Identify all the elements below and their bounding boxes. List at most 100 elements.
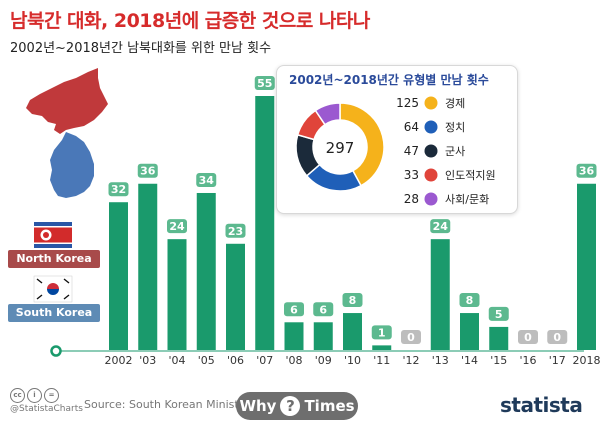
value-label-bg-7 [313, 302, 334, 317]
legend-value-1: 64 [404, 120, 419, 134]
bar-5 [255, 96, 275, 350]
legend-label-2: 군사 [445, 145, 465, 158]
value-label-bg-13 [488, 306, 509, 321]
value-label-bg-8 [342, 293, 363, 308]
value-label-15: 0 [553, 331, 561, 344]
tick-label-12: '14 [461, 354, 478, 367]
legend-swatch-4 [424, 192, 438, 206]
legend-label-0: 경제 [445, 97, 465, 110]
legend-swatch-1 [424, 120, 438, 134]
page-subtitle: 2002년~2018년간 남북대화를 위한 만남 횟수 [10, 41, 272, 56]
breakdown-panel: 2002년~2018년간 유형별 만남 횟수 297 125 경제 64 정치 47 군사 3… [276, 65, 518, 214]
bar-16 [577, 183, 596, 350]
value-label-14: 0 [524, 331, 532, 344]
legend-value-0: 125 [396, 96, 419, 110]
value-label-bg-1 [137, 163, 158, 178]
value-label-bg-2 [167, 219, 187, 234]
value-label-bg-10 [401, 330, 421, 344]
value-label-bg-6 [284, 302, 304, 317]
legend-swatch-2 [424, 144, 438, 158]
tick-label-2: '04 [168, 354, 185, 367]
legend-label-4: 사회/문화 [445, 193, 489, 206]
bar-12 [460, 313, 479, 350]
bar-13 [489, 326, 509, 350]
north-korea-label: North Korea [8, 250, 100, 268]
donut-slice-0 [339, 102, 385, 187]
south-korea-label: South Korea [8, 304, 100, 322]
whytimes-watermark: Why? Times [236, 392, 358, 420]
statista-handle: @StatistaCharts [10, 404, 83, 414]
bar-4 [226, 243, 245, 350]
korea-map-icon [26, 68, 108, 198]
legend-value-3: 33 [404, 168, 419, 182]
watermark-right-text: Times [304, 397, 355, 415]
legend-swatch-0 [424, 96, 438, 110]
tick-label-8: '10 [344, 354, 361, 367]
donut-slice-4 [314, 102, 341, 126]
legend-swatch-3 [424, 168, 438, 182]
value-label-0: 32 [111, 183, 126, 196]
legend-value-4: 28 [404, 192, 419, 206]
tick-label-6: '08 [285, 354, 302, 367]
question-mark-icon: ? [280, 396, 301, 416]
cc-icon: cc [10, 388, 25, 403]
legend-label-1: 정치 [445, 121, 465, 134]
north-korea-flag-icon [34, 222, 72, 248]
tick-label-16: 2018 [573, 354, 600, 367]
tick-label-7: '09 [315, 354, 332, 367]
value-label-6: 6 [290, 303, 298, 316]
value-label-5: 55 [257, 77, 272, 90]
value-label-bg-0 [108, 182, 129, 197]
value-label-bg-12 [459, 293, 480, 308]
bar-3 [196, 192, 216, 350]
tick-label-11: '13 [432, 354, 449, 367]
value-label-4: 23 [228, 225, 243, 238]
value-label-bg-4 [225, 223, 246, 238]
value-label-bg-3 [196, 172, 217, 187]
value-label-bg-5 [254, 76, 275, 90]
tick-label-9: '11 [373, 354, 390, 367]
tick-label-1: '03 [139, 354, 156, 367]
value-label-8: 8 [349, 294, 357, 307]
timeline-start-dot [50, 345, 62, 357]
value-label-11: 24 [433, 220, 449, 233]
value-label-12: 8 [466, 294, 474, 307]
value-label-1: 36 [140, 165, 156, 178]
source-note: Source: South Korean Ministry of [84, 398, 264, 411]
tick-label-13: '15 [490, 354, 507, 367]
value-label-13: 5 [495, 308, 503, 321]
tick-label-3: '05 [198, 354, 215, 367]
page-title: 남북간 대화, 2018년에 급증한 것으로 나타나 [10, 10, 370, 32]
breakdown-donut-chart: 297 125 경제 64 정치 47 군사 33 인도적지원 28 사회/문화 [295, 96, 496, 206]
value-label-16: 36 [579, 165, 595, 178]
license-icons: cc i = [10, 388, 61, 403]
bar-9 [372, 345, 392, 350]
bar-7 [313, 322, 333, 350]
legend-value-2: 47 [404, 144, 419, 158]
donut-total: 297 [326, 139, 355, 157]
value-label-10: 0 [407, 331, 415, 344]
no-derivatives-icon: = [44, 388, 59, 403]
value-label-2: 24 [169, 220, 185, 233]
value-label-bg-14 [518, 330, 538, 344]
bar-2 [167, 239, 187, 350]
tick-label-5: '07 [256, 354, 273, 367]
value-label-9: 1 [378, 326, 386, 339]
statista-logo: statista [500, 393, 583, 417]
attribution-icon: i [27, 388, 42, 403]
bar-8 [343, 313, 362, 350]
tick-label-14: '16 [519, 354, 536, 367]
breakdown-title: 2002년~2018년간 유형별 만남 횟수 [289, 73, 489, 87]
value-label-7: 6 [319, 303, 327, 316]
tick-label-4: '06 [227, 354, 244, 367]
bar-6 [284, 322, 304, 350]
value-label-3: 34 [199, 174, 215, 187]
value-label-bg-9 [371, 325, 392, 340]
bar-1 [138, 183, 158, 350]
value-label-bg-15 [547, 330, 568, 344]
watermark-left-text: Why [239, 397, 277, 415]
bar-11 [430, 239, 450, 350]
value-label-bg-11 [430, 219, 451, 234]
bar-0 [109, 202, 128, 350]
